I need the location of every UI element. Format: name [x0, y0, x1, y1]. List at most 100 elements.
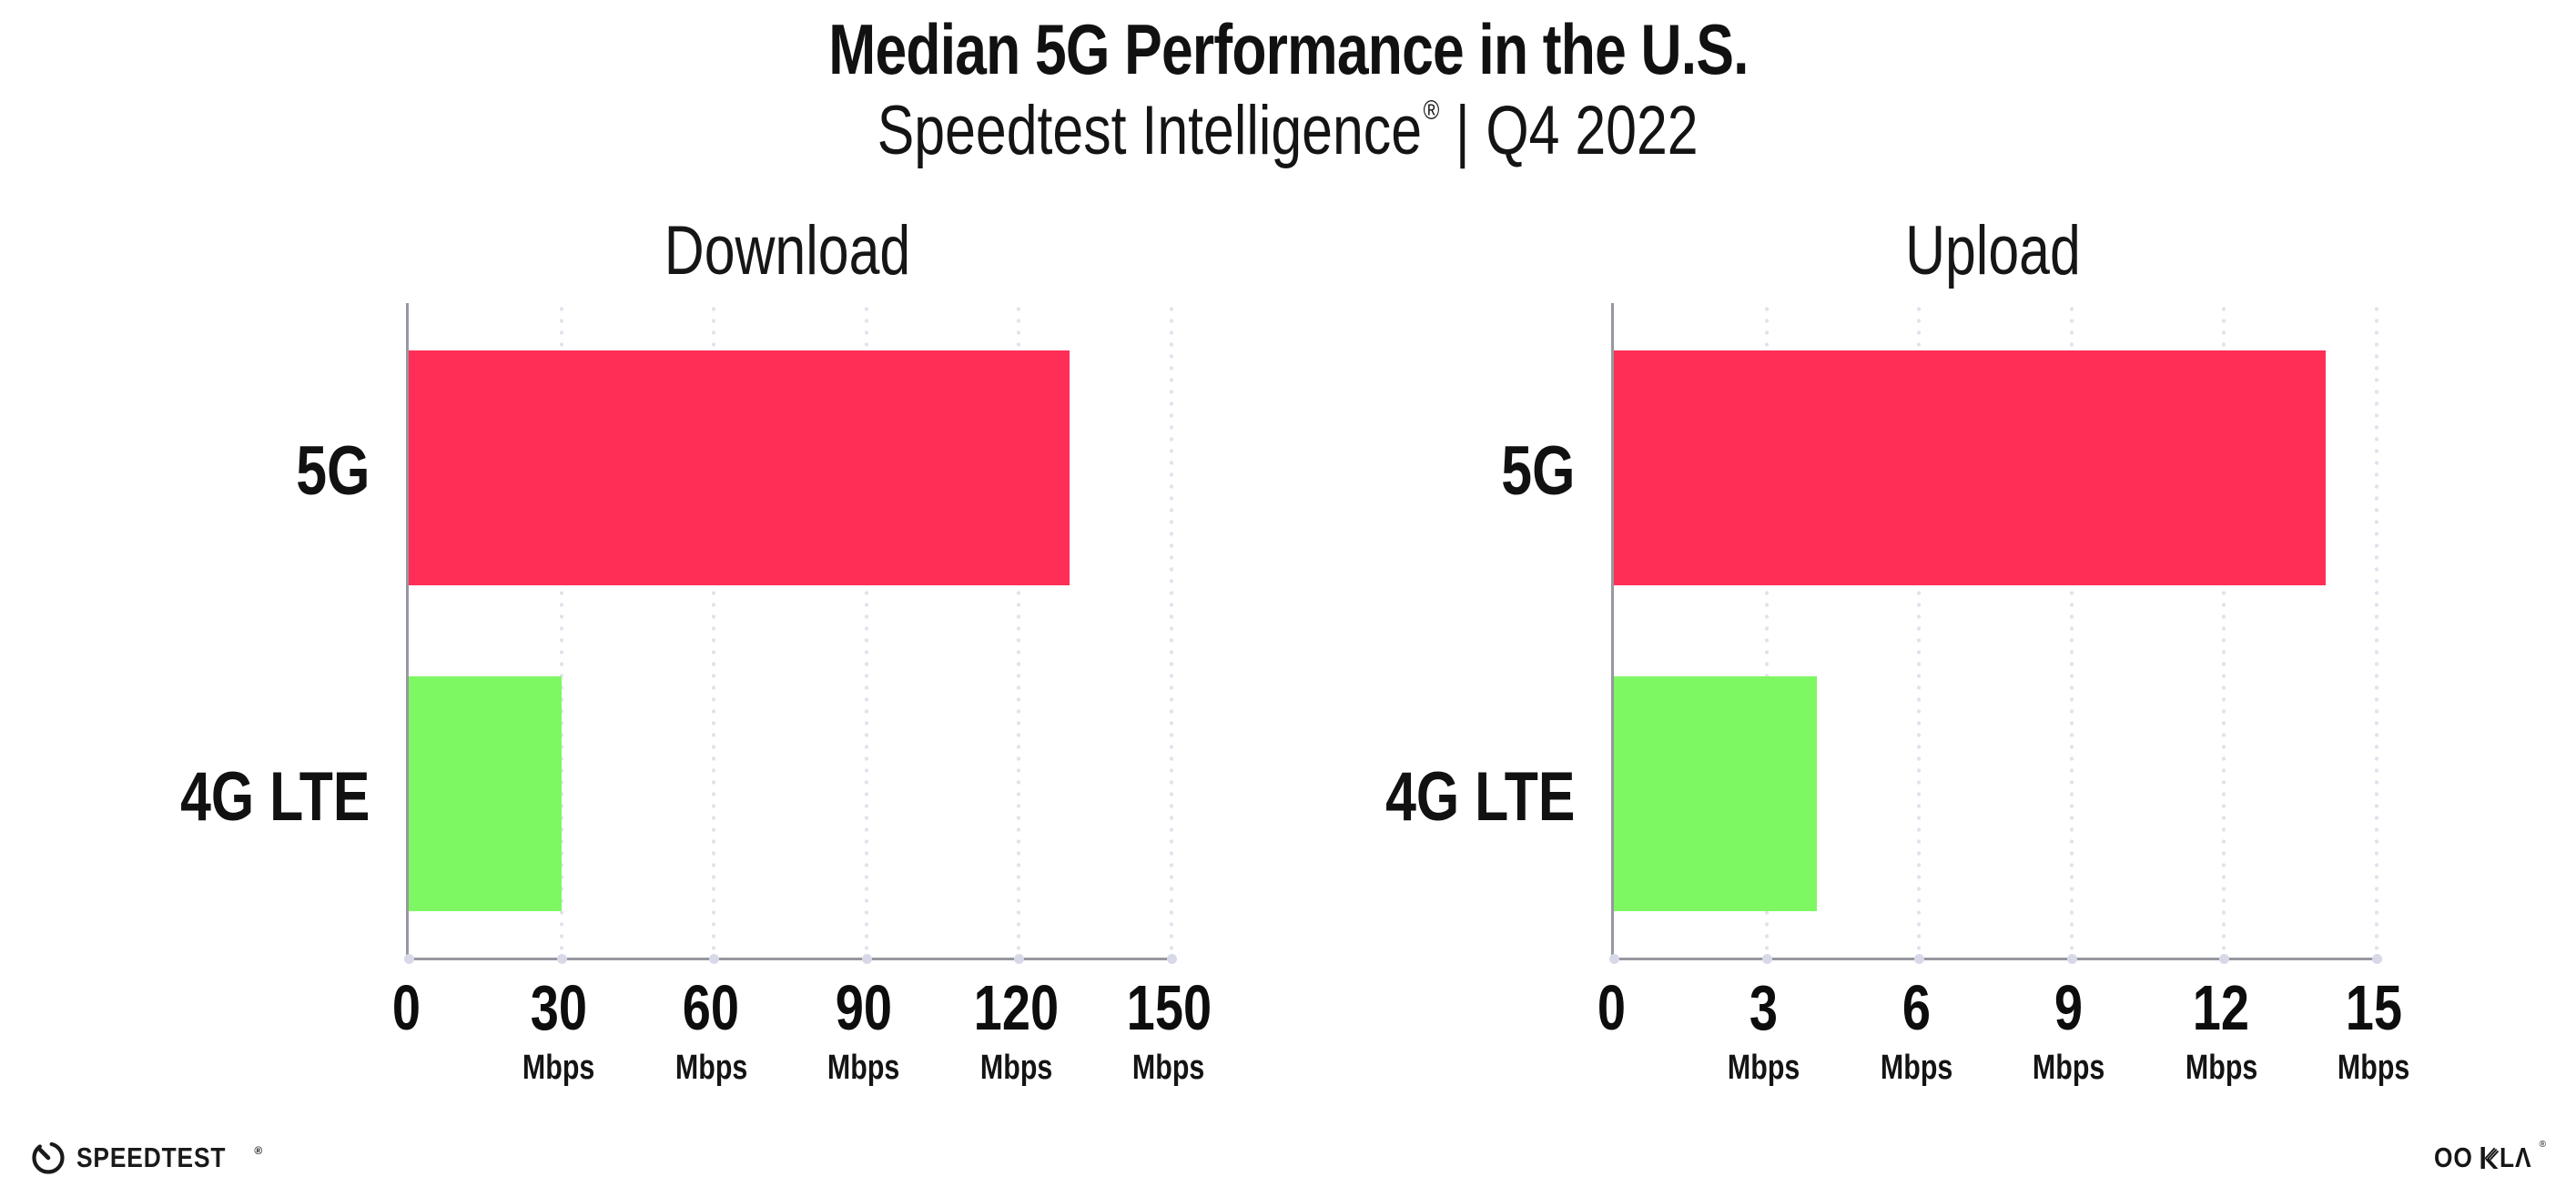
x-axis-tick: 120 Mbps	[916, 976, 1116, 1085]
tick-value: 15	[2274, 976, 2474, 1040]
category-label-4g-lte: 4G LTE	[91, 752, 370, 843]
tick-value-text: 30	[530, 972, 587, 1043]
bar-5g-upload	[1614, 350, 2327, 585]
tick-value-text: 9	[2054, 972, 2084, 1043]
gridline	[1170, 303, 1173, 958]
ookla-logo: OO LΛ ®	[2434, 1140, 2546, 1174]
tick-unit-text: Mbps	[827, 1049, 900, 1087]
tick-unit: Mbps	[1816, 1050, 2016, 1085]
tick-value: 0	[1511, 976, 1711, 1040]
tick-unit: Mbps	[2274, 1050, 2474, 1085]
x-axis-tick: 12 Mbps	[2121, 976, 2321, 1085]
gridline	[2222, 303, 2226, 958]
bar-4g-lte-download	[409, 676, 562, 911]
subtitle-brand: Speedtest Intelligence	[877, 92, 1423, 169]
tick-value-text: 12	[2193, 972, 2250, 1043]
gridline	[2069, 303, 2074, 958]
tick-unit: Mbps	[764, 1050, 964, 1085]
tick-value-text: 150	[1126, 972, 1212, 1043]
tick-unit: Mbps	[916, 1050, 1116, 1085]
category-label-4g-lte-text: 4G LTE	[1384, 758, 1575, 836]
axis-tick-dot	[709, 954, 720, 964]
plot-area-upload	[1609, 303, 2382, 964]
category-label-5g: 5G	[91, 426, 370, 517]
x-axis-tick: 9 Mbps	[1969, 976, 2169, 1085]
category-label-5g-text: 5G	[1500, 432, 1575, 510]
x-axis-upload: 0 3 Mbps 6 Mbps 9 Mbps 12 Mbps 15 Mbps	[1597, 976, 2409, 1121]
axis-tick-dot	[1014, 954, 1025, 964]
gridline	[559, 303, 563, 958]
tick-value-text: 0	[391, 972, 421, 1043]
axis-tick-dot	[1167, 954, 1177, 964]
category-label-5g-text: 5G	[295, 432, 370, 510]
tick-value: 60	[611, 976, 811, 1040]
category-label-5g: 5G	[1296, 426, 1575, 517]
x-axis-tick: 90 Mbps	[764, 976, 964, 1085]
subtitle-separator: |	[1455, 92, 1471, 169]
chart-subtitle: Speedtest Intelligence® | Q4 2022	[0, 95, 2576, 167]
tick-unit-text: Mbps	[1727, 1049, 1800, 1087]
ookla-wordmark-la: LΛ	[2500, 1141, 2532, 1173]
tick-value-text: 0	[1597, 972, 1626, 1043]
tick-value: 120	[916, 976, 1116, 1040]
tick-value-text: 120	[973, 972, 1060, 1043]
tick-unit-text: Mbps	[1132, 1049, 1205, 1087]
subtitle-period: Q4 2022	[1486, 92, 1699, 169]
tick-value-text: 15	[2345, 972, 2403, 1043]
bar-4g-lte-upload	[1614, 676, 1818, 911]
download-panel-title: Download	[406, 217, 1169, 286]
axis-tick-dot	[2066, 954, 2077, 964]
gridline	[1764, 303, 1769, 958]
ookla-k-icon	[2480, 1147, 2499, 1169]
axis-tick-dot	[2219, 954, 2230, 964]
tick-value: 90	[764, 976, 964, 1040]
tick-unit-text: Mbps	[2185, 1049, 2258, 1087]
axis-tick-dot	[1609, 954, 1619, 964]
tick-unit: Mbps	[1969, 1050, 2169, 1085]
speedtest-wordmark-text: SPEEDTEST	[76, 1141, 227, 1173]
bar-5g-download	[409, 350, 1070, 585]
axis-tick-dot	[861, 954, 872, 964]
axis-tick-dot	[2372, 954, 2382, 964]
upload-panel-title-text: Upload	[1904, 212, 2081, 289]
tick-value-text: 6	[1902, 972, 1931, 1043]
tick-value: 9	[1969, 976, 2169, 1040]
tick-unit-text: Mbps	[674, 1049, 747, 1087]
registered-mark: ®	[1423, 96, 1440, 126]
x-axis-download: 0 30 Mbps 60 Mbps 90 Mbps 120 Mbps 150 M…	[391, 976, 1211, 1121]
tick-unit: Mbps	[459, 1050, 659, 1085]
download-panel: Download 5G 4G LTE 0 30 Mbps 60 Mbps	[91, 217, 1212, 1136]
tick-unit-text: Mbps	[979, 1049, 1053, 1087]
download-panel-title-text: Download	[664, 212, 911, 289]
axis-tick-dot	[1761, 954, 1772, 964]
tick-value-text: 60	[683, 972, 740, 1043]
speedtest-logo: SPEEDTEST ®	[30, 1138, 263, 1178]
x-axis-tick: 6 Mbps	[1816, 976, 2016, 1085]
tick-value-text: 3	[1749, 972, 1779, 1043]
category-label-4g-lte-text: 4G LTE	[179, 758, 370, 836]
upload-panel: Upload 5G 4G LTE 0 3 Mbps 6 Mbps	[1296, 217, 2410, 1136]
gridline	[712, 303, 716, 958]
tick-value: 0	[306, 976, 506, 1040]
x-axis-tick: 3 Mbps	[1664, 976, 1864, 1085]
x-axis-tick: 60 Mbps	[611, 976, 811, 1085]
gridline	[1017, 303, 1021, 958]
x-axis-tick: 0	[306, 976, 506, 1085]
chart-title: Median 5G Performance in the U.S.	[0, 9, 2576, 89]
tick-value-text: 90	[835, 972, 892, 1043]
tick-value: 30	[459, 976, 659, 1040]
tick-unit-text: Mbps	[522, 1049, 595, 1087]
x-axis-tick: 0	[1511, 976, 1711, 1085]
gridline	[864, 303, 868, 958]
speedtest-gauge-icon	[32, 1141, 65, 1174]
tick-unit-text: Mbps	[2338, 1049, 2410, 1087]
plot-area-download	[404, 303, 1177, 964]
chart-title-text: Median 5G Performance in the U.S.	[827, 9, 1749, 89]
gridline	[2375, 303, 2378, 958]
axis-tick-dot	[556, 954, 567, 964]
x-axis-tick: 30 Mbps	[459, 976, 659, 1085]
upload-panel-title: Upload	[1611, 217, 2374, 286]
speedtest-wordmark: SPEEDTEST ®	[76, 1141, 263, 1174]
tick-unit-text: Mbps	[1880, 1049, 1952, 1087]
